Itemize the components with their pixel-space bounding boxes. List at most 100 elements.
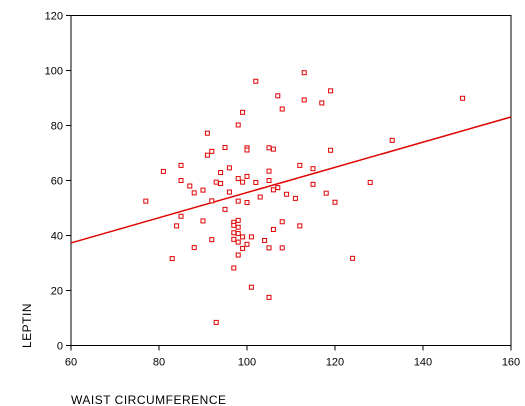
- x-tick-label: 60: [65, 357, 77, 369]
- data-point: [301, 70, 307, 76]
- data-point: [187, 183, 193, 189]
- data-point: [244, 147, 250, 153]
- data-point: [297, 223, 303, 229]
- data-point: [266, 145, 272, 151]
- data-point: [235, 176, 241, 182]
- data-point: [240, 245, 246, 251]
- y-tick-label: 100: [45, 66, 63, 78]
- data-point: [460, 95, 466, 101]
- data-point: [266, 294, 272, 300]
- data-point: [270, 226, 276, 232]
- data-point: [279, 245, 285, 251]
- data-point: [275, 185, 281, 191]
- y-tick-label: 60: [51, 176, 63, 188]
- data-point: [350, 255, 356, 261]
- data-point: [231, 222, 237, 228]
- data-point: [226, 189, 232, 195]
- data-point: [266, 245, 272, 251]
- data-point: [279, 106, 285, 112]
- data-point: [284, 191, 290, 197]
- data-point: [323, 190, 329, 196]
- data-point: [235, 224, 241, 230]
- x-tick-label: 120: [326, 357, 344, 369]
- x-tick-label: 140: [414, 357, 432, 369]
- data-point: [222, 206, 228, 212]
- data-point: [328, 147, 334, 153]
- y-axis-ticks: 0 20 40 60 80 100 120: [45, 11, 71, 353]
- data-point: [191, 245, 197, 251]
- data-point: [169, 256, 175, 262]
- y-axis-title: LEPTIN: [20, 303, 34, 348]
- data-point: [213, 319, 219, 325]
- data-point: [253, 179, 259, 185]
- data-point: [266, 178, 272, 183]
- data-point: [200, 218, 206, 224]
- data-point: [231, 230, 237, 236]
- data-point: [231, 236, 237, 242]
- data-point: [178, 178, 184, 183]
- data-point: [389, 137, 395, 143]
- data-point: [218, 181, 224, 187]
- data-point: [204, 152, 210, 158]
- data-point: [174, 223, 180, 229]
- data-point: [178, 162, 184, 168]
- data-point: [319, 100, 325, 106]
- x-axis-ticks: 60 80 100 120 140 160: [65, 345, 520, 369]
- data-point: [248, 234, 254, 240]
- data-point: [218, 170, 224, 176]
- data-point: [270, 187, 276, 193]
- data-point: [222, 145, 228, 150]
- data-point: [235, 252, 241, 258]
- y-tick-label: 80: [51, 121, 63, 133]
- data-point: [235, 122, 241, 128]
- data-point: [235, 239, 241, 245]
- data-point: [279, 219, 285, 225]
- data-point: [244, 173, 250, 179]
- data-point: [226, 165, 232, 171]
- data-point: [310, 181, 316, 187]
- data-point: [328, 88, 334, 94]
- data-point: [367, 179, 373, 185]
- data-point: [213, 179, 219, 185]
- y-tick-label: 0: [57, 341, 63, 353]
- data-point: [160, 168, 166, 174]
- x-tick-label: 100: [238, 357, 256, 369]
- data-point: [235, 217, 241, 223]
- data-point: [275, 93, 281, 99]
- data-point: [310, 166, 316, 172]
- fit-line-layer: [70, 116, 512, 244]
- data-point: [257, 194, 263, 200]
- data-point: [332, 199, 338, 205]
- data-point: [235, 198, 241, 204]
- data-point: [297, 162, 303, 168]
- data-point: [204, 130, 210, 136]
- data-point: [266, 168, 272, 174]
- data-point: [248, 284, 254, 290]
- regression-line: [70, 116, 512, 244]
- data-point: [253, 78, 259, 84]
- x-tick-label: 160: [502, 357, 520, 369]
- data-point: [240, 109, 246, 115]
- data-point: [244, 200, 250, 205]
- data-point: [240, 179, 246, 185]
- data-points-layer: [143, 70, 466, 325]
- data-point: [240, 234, 246, 240]
- data-point: [178, 213, 184, 219]
- data-point: [262, 237, 268, 243]
- y-tick-label: 120: [45, 11, 63, 23]
- data-point: [200, 187, 206, 193]
- data-point: [209, 237, 215, 243]
- y-tick-label: 40: [51, 231, 63, 243]
- data-point: [209, 148, 215, 154]
- data-point: [191, 190, 197, 196]
- data-point: [231, 265, 237, 271]
- y-tick-label: 20: [51, 286, 63, 298]
- data-point: [209, 198, 215, 204]
- data-point: [292, 195, 298, 201]
- data-point: [270, 146, 276, 152]
- data-point: [143, 198, 149, 204]
- x-axis-title: WAIST CIRCUMFERENCE: [71, 393, 227, 406]
- x-tick-label: 80: [153, 357, 165, 369]
